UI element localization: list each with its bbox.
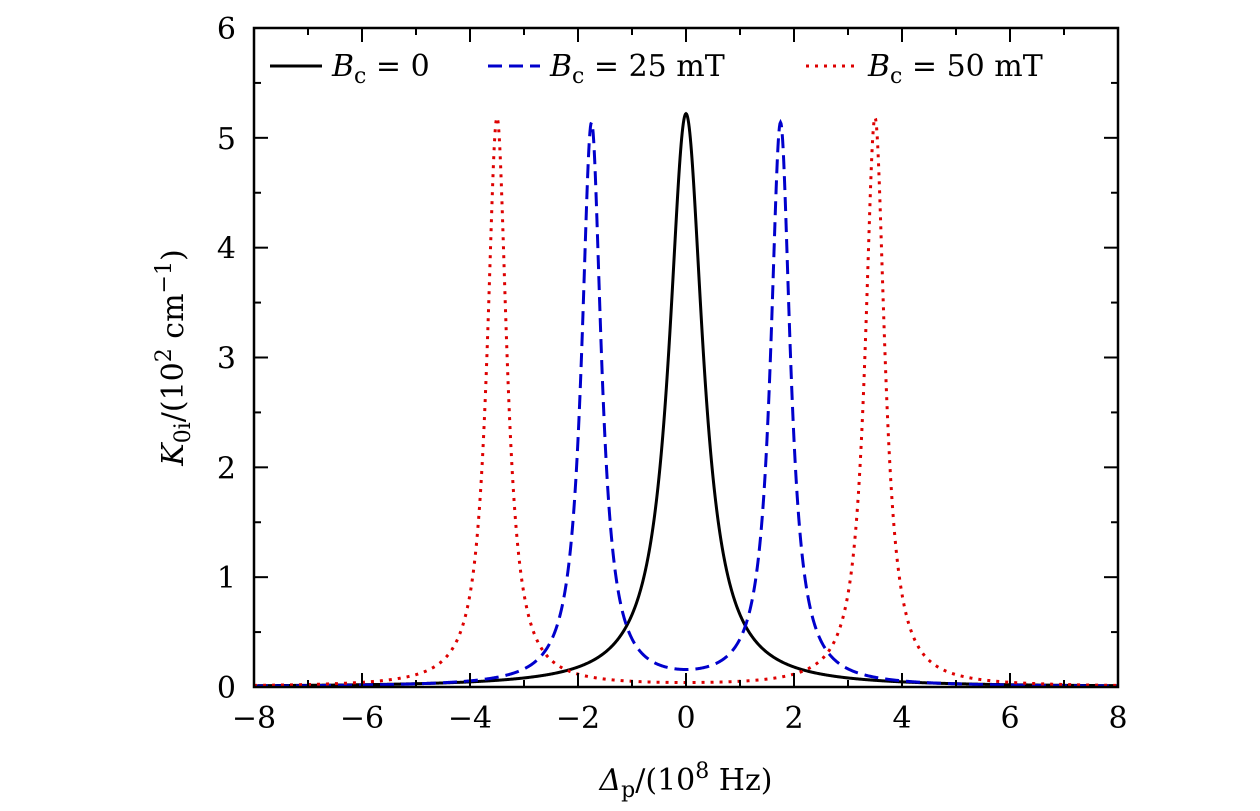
y-tick-label: 6 [217,12,236,47]
x-tick-label: 4 [892,701,911,736]
x-axis-title-unit: Hz) [709,763,772,798]
series-line-0 [254,111,1118,687]
legend-label-1: Bc = 25 mT [549,49,725,89]
y-axis-title-superscript: 2 [152,348,177,362]
x-tick-label: 8 [1108,701,1127,736]
y-tick-label: 3 [217,342,236,377]
ticks-layer: −8 −6 −4 −2 0 2 4 6 8 0 1 2 3 4 5 6 [217,12,1128,736]
x-axis-title-symbol: Δ [599,763,622,798]
y-tick-label: 5 [217,122,236,157]
y-axis-title-symbol: K [156,442,191,467]
series-line-2 [254,113,1118,687]
y-axis-title: K0i/(102 cm−1) [152,249,196,466]
x-tick-label: −6 [340,701,384,736]
y-axis-title-superscript-2: −1 [152,261,177,293]
x-axis-title-subscript: p [621,778,635,803]
curves-layer [254,111,1118,687]
x-axis-title: Δp/(108 Hz) [599,759,773,803]
y-tick-label: 2 [217,451,236,486]
y-axis-title-unit: cm [156,293,191,348]
x-axis-title-text: /(10 [635,763,695,798]
y-tick-label: 4 [217,232,236,267]
x-tick-label: 2 [784,701,803,736]
plot-frame [252,26,1120,689]
x-axis-title-superscript: 8 [695,759,709,784]
y-axis-title-close: ) [156,249,191,261]
legend: Bc = 0 Bc = 25 mT Bc = 50 mT [270,49,1043,89]
y-axis-title-text: /(10 [156,362,191,422]
x-tick-label: −8 [232,701,276,736]
x-tick-label: −2 [556,701,600,736]
legend-label-2: Bc = 50 mT [867,49,1043,89]
series-line-1 [254,118,1118,687]
x-tick-label: 6 [1000,701,1019,736]
x-tick-label: −4 [448,701,492,736]
y-tick-label: 0 [217,671,236,706]
y-axis-title-subscript: 0i [171,422,196,443]
legend-label-0: Bc = 0 [331,49,430,89]
y-tick-label: 1 [217,561,236,596]
x-tick-label: 0 [676,701,695,736]
